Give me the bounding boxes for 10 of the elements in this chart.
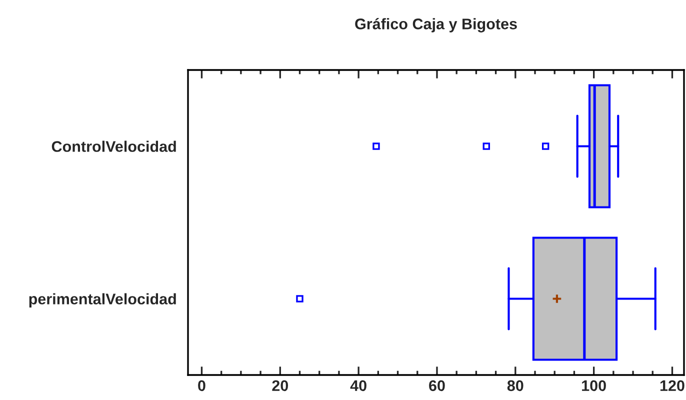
chart-title: Gráfico Caja y Bigotes (355, 18, 517, 32)
x-tick-label: 80 (507, 380, 524, 392)
x-tick-label: 20 (272, 380, 288, 392)
y-tick-label: perimentalVelocidad (29, 293, 176, 308)
y-tick-label: ControlVelocidad (52, 140, 176, 152)
x-tick-label: 60 (429, 380, 445, 392)
x-tick-label: 120 (660, 380, 684, 392)
x-tick-label: 40 (350, 380, 366, 392)
x-tick-label: 0 (198, 380, 206, 392)
x-tick-label: 100 (582, 380, 606, 392)
